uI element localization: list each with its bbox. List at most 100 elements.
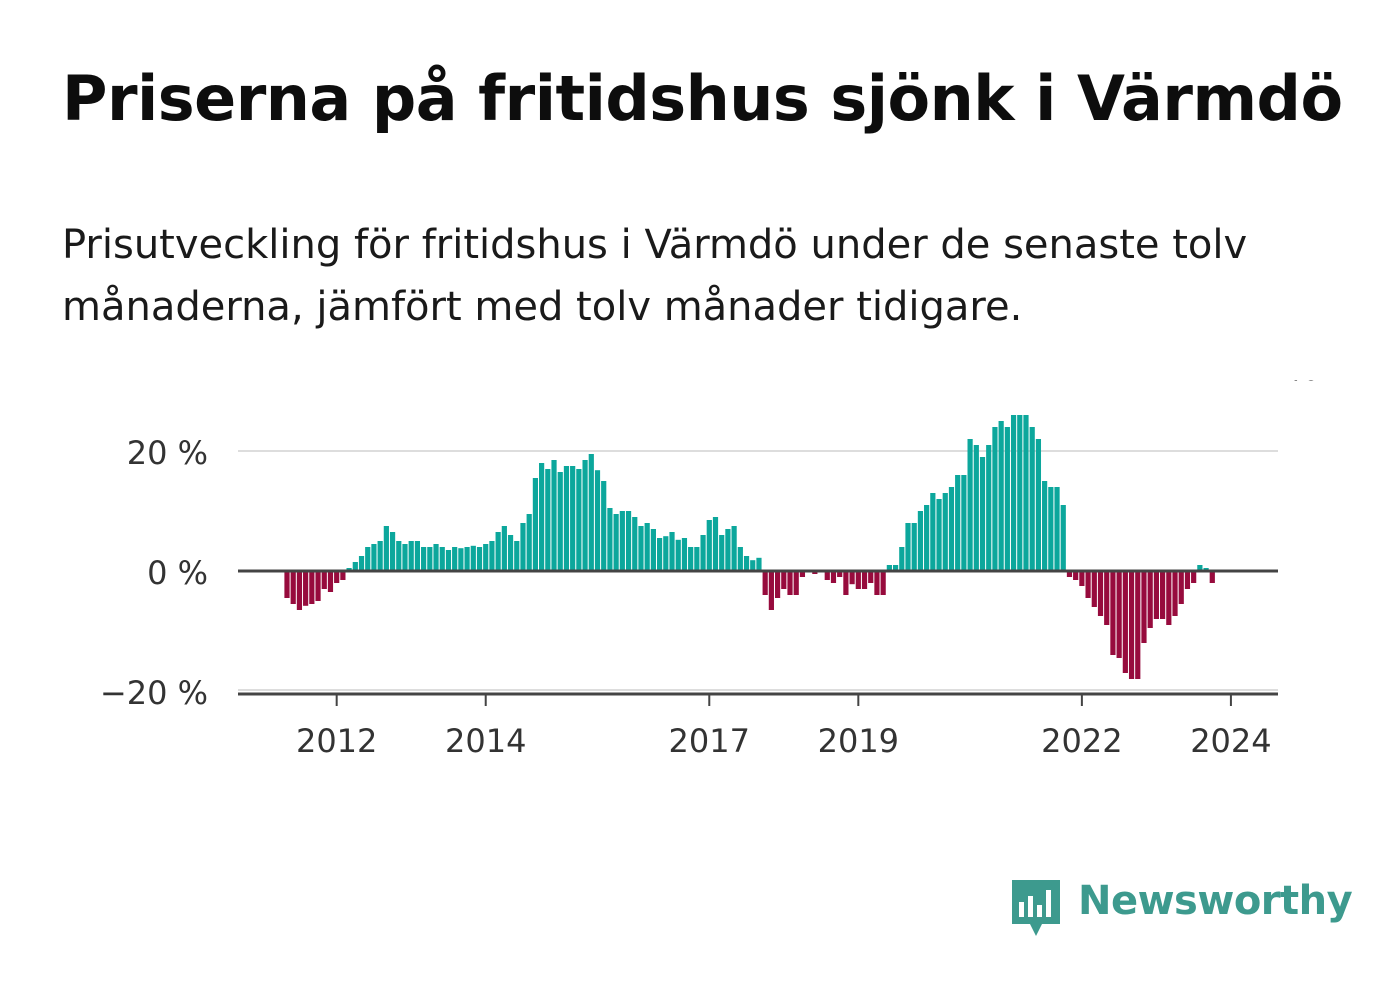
bar xyxy=(1147,571,1153,628)
bar xyxy=(501,526,507,571)
bar xyxy=(439,547,445,571)
bar xyxy=(514,541,520,571)
bar xyxy=(725,529,731,571)
bar xyxy=(1048,487,1054,571)
bar xyxy=(383,526,389,571)
bar xyxy=(756,557,762,571)
bar xyxy=(688,547,694,571)
bar xyxy=(948,487,955,571)
bar xyxy=(303,571,309,606)
bar-chart: 20 % 0 % −20 % 2012 2014 2017 2019 2022 2024 −2 % xyxy=(100,380,1321,760)
bar xyxy=(868,571,874,583)
bar xyxy=(750,560,756,571)
bar xyxy=(470,545,476,571)
bar xyxy=(1017,415,1023,571)
bar xyxy=(414,541,421,571)
bar xyxy=(1042,481,1048,571)
bar xyxy=(961,475,967,571)
bar xyxy=(551,460,557,571)
bar xyxy=(700,535,706,571)
bar xyxy=(955,475,961,571)
bar xyxy=(917,511,924,571)
bar xyxy=(1160,571,1166,619)
bar xyxy=(824,571,830,580)
bar xyxy=(1073,571,1079,580)
bar xyxy=(911,523,917,571)
x-tick-label: 2014 xyxy=(445,722,526,760)
bar xyxy=(1097,571,1104,616)
bar xyxy=(719,535,725,571)
bar xyxy=(296,571,303,610)
bar xyxy=(526,514,532,571)
bar xyxy=(352,562,358,571)
bar xyxy=(657,538,663,571)
bar xyxy=(644,523,650,571)
bar xyxy=(843,571,849,595)
bar xyxy=(1079,571,1085,586)
bar xyxy=(1128,571,1135,679)
bar xyxy=(973,445,979,571)
bar xyxy=(986,445,992,571)
bar xyxy=(1029,427,1035,571)
bar xyxy=(334,571,340,583)
bar xyxy=(905,523,911,571)
bar xyxy=(309,571,315,604)
bar xyxy=(787,571,793,595)
bar xyxy=(1054,487,1060,571)
bar xyxy=(532,478,538,571)
bar xyxy=(1141,571,1147,643)
bar xyxy=(408,541,414,571)
bar xyxy=(1209,571,1215,583)
bar xyxy=(321,571,327,589)
bar xyxy=(588,454,594,571)
bar xyxy=(545,469,551,571)
bar xyxy=(607,508,613,571)
bar xyxy=(613,514,619,571)
bar xyxy=(706,520,712,571)
bar xyxy=(570,466,576,571)
bar xyxy=(576,469,582,571)
bar xyxy=(495,532,501,571)
bar xyxy=(619,511,625,571)
bar xyxy=(632,517,638,571)
bar xyxy=(849,571,855,585)
bar xyxy=(452,547,458,571)
bar xyxy=(483,544,489,571)
bar xyxy=(290,571,296,604)
bar xyxy=(1184,571,1191,589)
bar xyxy=(930,493,936,571)
bar xyxy=(1004,427,1010,571)
bar xyxy=(1166,571,1172,625)
bar xyxy=(1091,571,1097,607)
bar xyxy=(768,571,774,610)
bar xyxy=(365,547,371,571)
bar xyxy=(781,571,787,589)
bar xyxy=(507,535,514,571)
bar xyxy=(1060,505,1066,571)
bar xyxy=(675,539,681,571)
bar xyxy=(445,550,452,571)
bar xyxy=(743,556,750,571)
bar xyxy=(650,529,656,571)
bar xyxy=(563,466,570,571)
bar xyxy=(942,493,948,571)
bar xyxy=(886,565,892,571)
bar xyxy=(681,538,688,571)
brand-name: Newsworthy xyxy=(1078,878,1353,924)
bar xyxy=(284,571,290,598)
bar xyxy=(837,571,843,577)
bar xyxy=(520,523,526,571)
bar xyxy=(663,536,669,571)
bar xyxy=(557,472,563,571)
bar xyxy=(924,505,930,571)
x-tick-label: 2017 xyxy=(669,722,750,760)
bar xyxy=(861,571,868,589)
bar xyxy=(402,544,408,571)
bar xyxy=(1010,415,1017,571)
bar xyxy=(737,547,743,571)
x-tick-label: 2019 xyxy=(818,722,899,760)
bar xyxy=(340,571,346,580)
bar xyxy=(421,547,427,571)
bar xyxy=(1104,571,1110,625)
bar xyxy=(625,511,632,571)
